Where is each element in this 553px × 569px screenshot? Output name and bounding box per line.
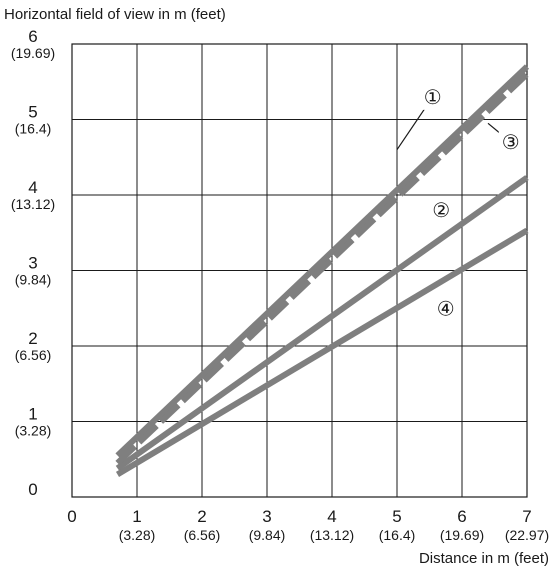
marker-background-3 [498, 129, 523, 156]
y-axis-title: Horizontal field of view in m (feet) [4, 6, 226, 23]
y-tick-label: 2 [28, 329, 37, 348]
series-marker-4: ④ [437, 298, 455, 320]
x-tick-sublabel: (22.97) [505, 527, 549, 543]
x-axis-title: Distance in m (feet) [419, 550, 549, 567]
x-tick-labels: 0 1(3.28) 2(6.56) 3(9.84) 4(13.12) 5(16.4) 6(1… [67, 507, 549, 543]
marker-background-2 [429, 197, 454, 224]
series-marker-2: ② [432, 200, 450, 222]
y-tick-sublabel: (19.69) [11, 45, 55, 61]
series-marker-3: ③ [502, 132, 520, 154]
y-tick-sublabel: (3.28) [15, 423, 52, 439]
series-line-2 [115, 175, 529, 471]
marker-background-1 [420, 83, 445, 110]
x-tick-sublabel: (3.28) [119, 527, 156, 543]
x-tick-label: 7 [522, 507, 531, 526]
x-tick-label: 4 [327, 507, 336, 526]
series-line-1 [115, 64, 530, 458]
x-tick-label: 2 [197, 507, 206, 526]
x-tick-sublabel: (6.56) [184, 527, 221, 543]
x-tick-sublabel: (9.84) [249, 527, 286, 543]
y-tick-sublabel: (6.56) [15, 347, 52, 363]
y-tick-sublabel: (9.84) [15, 272, 52, 288]
y-tick-labels: 0 1(3.28) 2(6.56) 3(9.84) 4(13.12) 5(16.4) 6(1… [11, 27, 55, 499]
series-lines [115, 64, 530, 477]
grid [71, 43, 528, 498]
y-tick-label: 6 [28, 27, 37, 46]
series-marker-1: ① [424, 87, 442, 109]
x-tick-sublabel: (19.69) [440, 527, 484, 543]
y-tick-label: 4 [28, 178, 37, 197]
marker-background-4 [433, 295, 458, 322]
y-tick-label: 3 [28, 254, 37, 273]
x-tick-label: 5 [392, 507, 401, 526]
y-tick-label: 1 [28, 405, 37, 424]
x-tick-label: 1 [132, 507, 141, 526]
series-markers: ① ② ③ ④ [396, 83, 523, 322]
x-tick-label: 6 [457, 507, 466, 526]
x-tick-label: 0 [67, 507, 76, 526]
x-tick-label: 3 [262, 507, 271, 526]
y-tick-sublabel: (16.4) [15, 121, 52, 137]
x-tick-sublabel: (16.4) [379, 527, 416, 543]
series-line-4 [115, 227, 529, 477]
y-tick-label: 5 [28, 103, 37, 122]
series-line-3 [115, 72, 530, 466]
y-tick-label: 0 [28, 480, 37, 499]
y-tick-sublabel: (13.12) [11, 196, 55, 212]
x-tick-sublabel: (13.12) [310, 527, 354, 543]
